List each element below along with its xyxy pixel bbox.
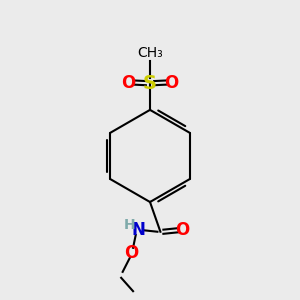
Text: O: O: [124, 244, 139, 262]
Text: CH₃: CH₃: [137, 46, 163, 60]
Text: O: O: [164, 74, 178, 92]
Text: S: S: [143, 74, 157, 93]
Text: O: O: [176, 221, 190, 239]
Text: O: O: [122, 74, 136, 92]
Text: H: H: [123, 218, 135, 232]
Text: N: N: [131, 221, 145, 239]
